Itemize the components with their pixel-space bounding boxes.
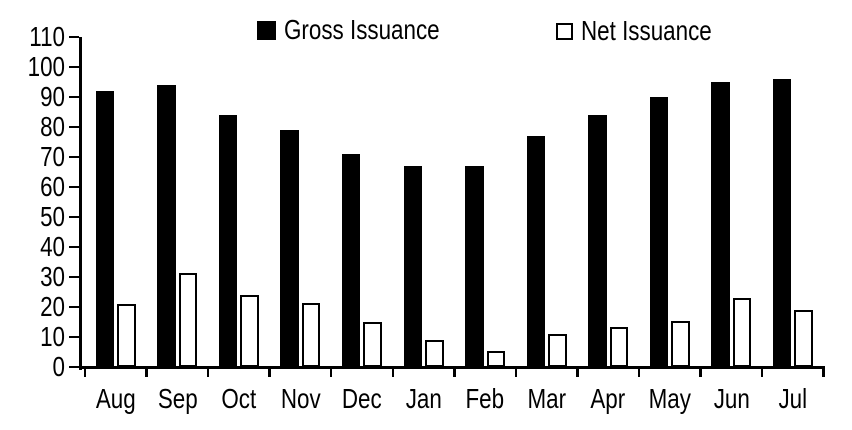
y-axis-tick-label: 30 [40, 261, 65, 292]
net-issuance-bar [363, 322, 382, 367]
net-issuance-bar [548, 334, 567, 367]
x-axis-tick [329, 367, 333, 377]
y-axis-tick-label: 40 [40, 231, 65, 262]
gross-issuance-bar [588, 115, 607, 367]
y-axis-tick [69, 305, 79, 309]
y-axis-tick-label: 110 [29, 21, 66, 52]
x-axis-category-label: Oct [221, 383, 257, 414]
y-axis-tick-label: 90 [40, 81, 65, 112]
x-axis-category-label: Sep [157, 383, 198, 414]
gross-issuance-swatch-icon [257, 20, 276, 40]
legend-label-net-issuance: Net Issuance [581, 15, 712, 46]
x-axis-category-label: Apr [590, 383, 626, 414]
x-axis-category-label: Jan [405, 383, 442, 414]
x-axis-tick [760, 367, 764, 377]
legend-item-net-issuance: Net Issuance [556, 15, 744, 46]
y-axis-tick [69, 275, 79, 279]
gross-issuance-bar [649, 97, 669, 367]
y-axis-tick [69, 155, 79, 159]
y-axis-tick [69, 245, 79, 249]
x-axis-tick [83, 367, 87, 377]
x-axis-tick [822, 367, 825, 377]
legend-label-gross-issuance: Gross Issuance [284, 14, 440, 45]
x-axis-tick [391, 367, 394, 377]
gross-issuance-bar [526, 136, 546, 367]
x-axis-tick [699, 367, 702, 377]
x-axis-category-label: Dec [342, 383, 382, 414]
x-axis-tick [576, 367, 579, 377]
net-issuance-bar [240, 295, 259, 367]
x-axis-tick [206, 367, 210, 377]
net-issuance-bar [609, 326, 629, 367]
net-issuance-swatch-icon [556, 22, 573, 40]
y-axis-tick-label: 50 [40, 201, 65, 232]
y-axis-tick [69, 125, 79, 129]
x-axis-category-label: Aug [95, 383, 136, 414]
y-axis-tick-label: 0 [52, 351, 65, 382]
x-axis-line [79, 366, 826, 369]
gross-issuance-bar [218, 115, 238, 367]
y-axis-tick [69, 65, 79, 69]
y-axis-tick-label: 10 [40, 321, 65, 352]
gross-issuance-bar [341, 154, 361, 367]
y-axis-tick [69, 365, 79, 369]
x-axis-tick [268, 367, 271, 377]
x-axis-category-label: Mar [527, 383, 566, 414]
gross-issuance-bar [711, 82, 730, 367]
y-axis-tick [69, 215, 79, 219]
gross-issuance-bar [280, 130, 299, 367]
gross-issuance-bar [95, 91, 115, 367]
net-issuance-bar [671, 320, 690, 367]
x-axis-category-label: Jun [713, 383, 750, 414]
x-axis-category-label: May [648, 383, 691, 414]
y-axis-tick [69, 185, 79, 189]
y-axis-tick-label: 100 [27, 51, 65, 82]
x-axis-category-label: Feb [465, 383, 505, 414]
net-issuance-bar [178, 272, 198, 367]
y-axis-tick-label: 70 [40, 141, 65, 172]
y-axis-tick [69, 335, 79, 339]
x-axis-tick [637, 367, 641, 377]
gross-issuance-bar [772, 79, 792, 367]
y-axis-line [79, 37, 82, 370]
y-axis-tick-label: 20 [40, 291, 65, 322]
net-issuance-bar [732, 298, 752, 367]
net-issuance-bar [794, 310, 813, 367]
y-axis-tick [69, 95, 79, 99]
y-axis-tick-label: 80 [40, 111, 65, 142]
gross-issuance-bar [403, 166, 422, 367]
net-issuance-bar [425, 340, 444, 367]
x-axis-tick [453, 367, 456, 377]
net-issuance-bar [486, 350, 506, 367]
gross-issuance-bar [157, 85, 176, 367]
net-issuance-bar [301, 302, 321, 367]
x-axis-category-label: Jul [778, 383, 808, 414]
gross-issuance-bar [465, 166, 484, 367]
y-axis-tick-label: 60 [40, 171, 65, 202]
x-axis-tick [145, 367, 148, 377]
legend-item-gross-issuance: Gross Issuance [257, 14, 479, 45]
x-axis-tick [514, 367, 518, 377]
x-axis-category-label: Nov [280, 383, 321, 414]
net-issuance-bar [117, 304, 136, 367]
y-axis-tick [69, 35, 79, 39]
